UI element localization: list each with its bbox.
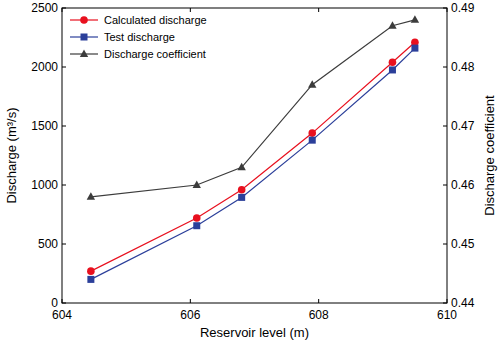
- series-line: [91, 42, 415, 271]
- y2-tick-label: 0.46: [451, 178, 475, 192]
- y-tick: [62, 244, 66, 245]
- legend-label: Discharge coefficient: [104, 48, 206, 60]
- y-tick-label: 2500: [31, 1, 58, 15]
- y2-tick: [443, 67, 447, 68]
- y2-tick-label: 0.44: [451, 296, 475, 310]
- data-group: [87, 15, 419, 283]
- series-line: [91, 20, 415, 197]
- plot-frame: [62, 8, 447, 303]
- series-marker: [411, 15, 419, 22]
- y2-tick: [443, 244, 447, 245]
- y2-tick: [443, 8, 447, 9]
- series-marker: [388, 21, 396, 29]
- y2-tick-label: 0.49: [451, 1, 475, 15]
- y-tick: [62, 67, 66, 68]
- legend-marker: [80, 50, 88, 58]
- y2-tick: [443, 185, 447, 186]
- series-marker: [87, 267, 95, 275]
- legend-marker: [80, 16, 88, 24]
- series-marker: [308, 129, 316, 137]
- y-tick: [62, 185, 66, 186]
- series-marker: [309, 137, 316, 144]
- y-tick: [62, 8, 66, 9]
- series-marker: [308, 80, 316, 88]
- series-marker: [411, 45, 418, 52]
- x-tick: [190, 299, 191, 303]
- x-tick-label: 604: [52, 308, 72, 322]
- x-tick-top: [447, 8, 448, 12]
- x-axis-label: Reservoir level (m): [200, 325, 309, 340]
- series-marker: [389, 66, 396, 73]
- y2-axis-label: Discharge coefficient: [482, 95, 497, 216]
- series-line: [91, 48, 415, 279]
- y-tick: [62, 303, 66, 304]
- series-marker: [87, 192, 95, 200]
- y2-tick-label: 0.45: [451, 237, 475, 251]
- legend-label: Test discharge: [104, 31, 175, 43]
- y-tick-label: 2000: [31, 60, 58, 74]
- x-tick-top: [190, 8, 191, 12]
- series-marker: [193, 214, 201, 222]
- x-tick: [62, 299, 63, 303]
- chart: 604 606 608 610 0 500 1000 1500 2000 2500 0.44 0.45…: [0, 0, 500, 356]
- x-tick-top: [62, 8, 63, 12]
- y-axis-label: Discharge (m³/s): [4, 107, 19, 203]
- x-tick-label: 610: [437, 308, 457, 322]
- x-tick-top: [318, 8, 319, 12]
- series-marker: [389, 58, 397, 66]
- x-tick-label: 608: [309, 308, 329, 322]
- y-tick: [62, 126, 66, 127]
- y-tick-label: 0: [51, 296, 58, 310]
- y-tick-label: 1500: [31, 119, 58, 133]
- series-marker: [193, 181, 201, 189]
- y-tick-label: 500: [38, 237, 58, 251]
- series-marker: [87, 276, 94, 283]
- y2-tick-label: 0.48: [451, 60, 475, 74]
- y-tick-label: 1000: [31, 178, 58, 192]
- y2-tick: [443, 303, 447, 304]
- legend-marker: [81, 34, 88, 41]
- x-tick: [318, 299, 319, 303]
- series-marker: [238, 186, 246, 194]
- series-marker: [237, 163, 245, 171]
- x-tick: [447, 299, 448, 303]
- y2-tick: [443, 126, 447, 127]
- x-tick-label: 606: [180, 308, 200, 322]
- series-marker: [193, 222, 200, 229]
- series-marker: [238, 194, 245, 201]
- y2-tick-label: 0.47: [451, 119, 475, 133]
- legend-label: Calculated discharge: [104, 14, 207, 26]
